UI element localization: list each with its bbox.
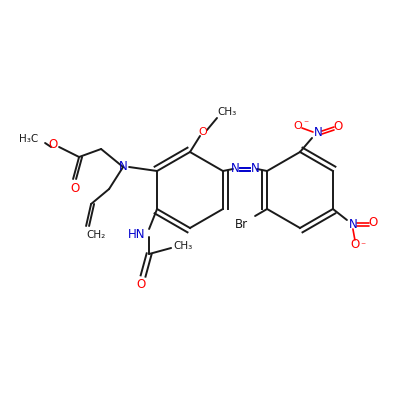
Text: ⁻: ⁻ [360, 241, 366, 251]
Text: O: O [350, 238, 360, 250]
Text: O: O [333, 120, 343, 132]
Text: N: N [230, 162, 239, 176]
Text: O: O [136, 278, 146, 290]
Text: N: N [348, 218, 357, 230]
Text: O: O [199, 127, 207, 137]
Text: N: N [251, 162, 260, 176]
Text: CH₃: CH₃ [217, 107, 237, 117]
Text: O: O [368, 216, 378, 228]
Text: CH₃: CH₃ [174, 241, 193, 251]
Text: O: O [70, 182, 80, 194]
Text: CH₂: CH₂ [86, 230, 106, 240]
Text: HN: HN [128, 228, 146, 242]
Text: N: N [119, 160, 128, 174]
Text: O: O [294, 121, 302, 131]
Text: N: N [314, 126, 322, 138]
Text: Br: Br [234, 218, 248, 230]
Text: H₃C: H₃C [20, 134, 39, 144]
Text: ⁻: ⁻ [304, 119, 308, 129]
Text: O: O [48, 138, 58, 152]
